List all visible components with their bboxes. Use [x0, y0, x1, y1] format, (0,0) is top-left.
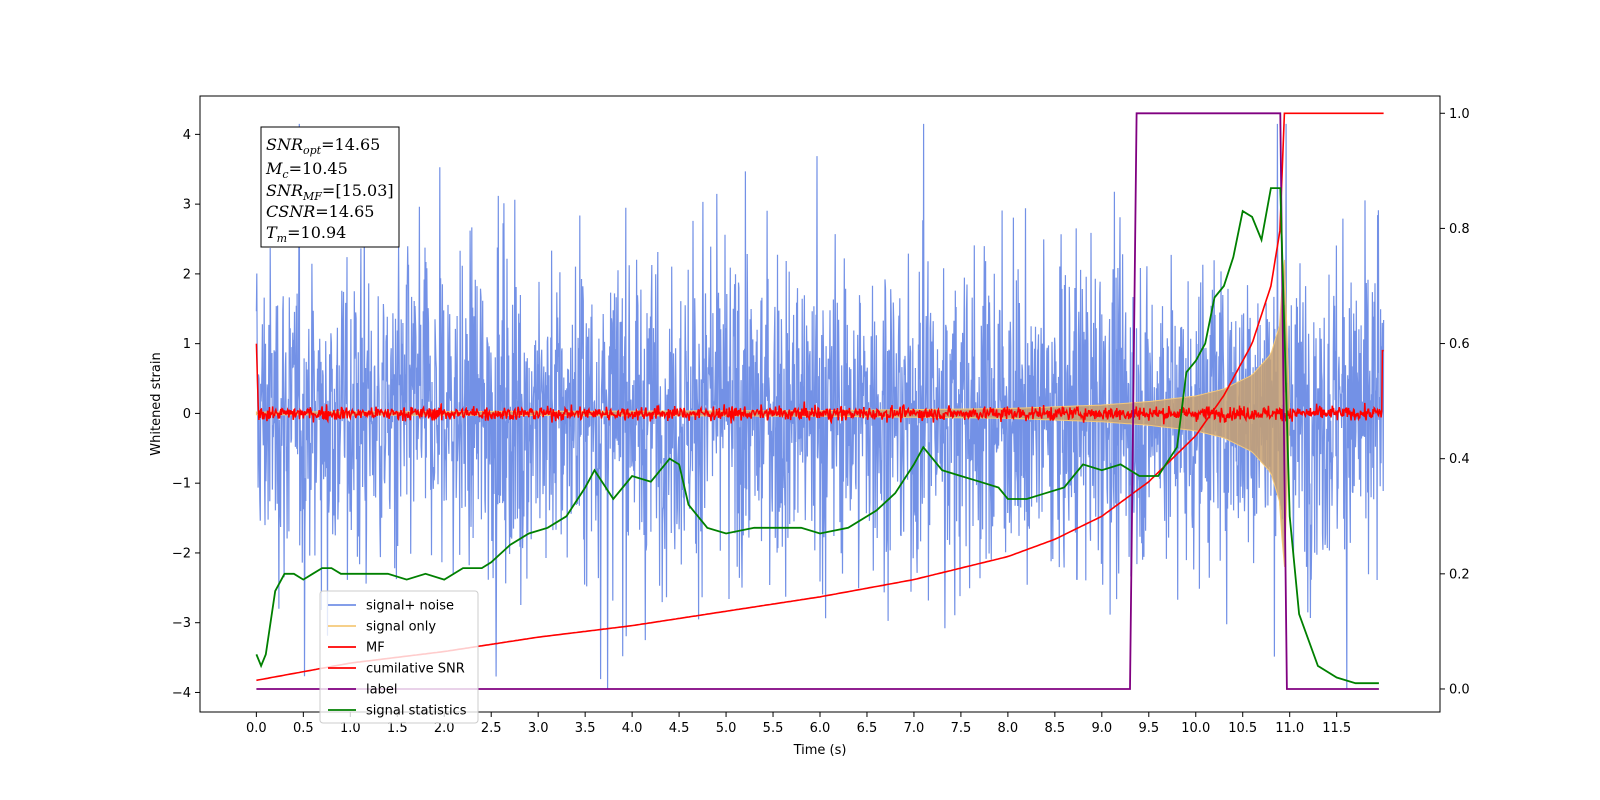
x-tick-label: 4.5: [669, 721, 690, 736]
legend: signal+ noise signal only MF cumilative SNR…: [319, 590, 479, 724]
x-axis-label: Time (s): [793, 743, 847, 758]
y-tick-label-left: −2: [172, 546, 191, 561]
legend-label: MF: [366, 641, 385, 656]
y-tick-label-right: 0.6: [1449, 337, 1470, 352]
y-tick-label-left: −3: [172, 616, 191, 631]
y-tick-label-left: 0: [183, 407, 191, 422]
x-tick-label: 9.0: [1091, 721, 1112, 736]
x-tick-label: 1.5: [387, 721, 408, 736]
anno-tm: Tm=10.94: [266, 223, 346, 245]
y-tick-label-right: 0.2: [1449, 567, 1470, 582]
x-tick-label: 4.0: [622, 721, 643, 736]
x-tick-label: 2.0: [434, 721, 455, 736]
x-tick-label: 0.0: [246, 721, 267, 736]
x-tick-label: 3.5: [575, 721, 596, 736]
y-tick-label-right: 0.0: [1449, 682, 1470, 697]
series-signal-statistics: [255, 187, 1379, 685]
y-tick-label-left: 4: [183, 128, 191, 143]
y-tick-label-left: 2: [183, 267, 191, 282]
y-tick-label-right: 0.4: [1449, 452, 1470, 467]
legend-label: signal statistics: [366, 704, 467, 719]
y-axis-label: Whitened strain: [149, 352, 164, 455]
x-tick-label: 7.5: [951, 721, 972, 736]
x-tick-label: 2.5: [481, 721, 502, 736]
legend-label: label: [366, 683, 397, 698]
x-tick-label: 9.5: [1138, 721, 1159, 736]
x-tick-label: 8.0: [998, 721, 1019, 736]
y-tick-label-left: 3: [183, 198, 191, 213]
x-tick-label: 10.5: [1228, 721, 1257, 736]
x-tick-label: 5.5: [763, 721, 784, 736]
x-tick-label: 11.5: [1322, 721, 1351, 736]
anno-snr-opt: SNRopt=14.65: [266, 135, 380, 157]
legend-label: signal only: [366, 620, 436, 635]
x-tick-label: 1.0: [340, 721, 361, 736]
annotation-box: SNRopt=14.65 Mc=10.45 SNRMF=[15.03] CSNR…: [260, 126, 400, 248]
x-tick-label: 3.0: [528, 721, 549, 736]
y-axis-right: 1.0 0.8 0.6 0.4 0.2 0.0: [1440, 107, 1470, 697]
x-tick-label: 11.0: [1275, 721, 1304, 736]
anno-snr-mf: SNRMF=[15.03]: [266, 181, 394, 203]
anno-csnr: CSNR=14.65: [266, 202, 374, 221]
x-tick-label: 5.0: [716, 721, 737, 736]
x-tick-label: 8.5: [1045, 721, 1066, 736]
x-axis: 0.0 0.5 1.0 1.5 2.0 2.5 3.0 3.5 4.0 4.5 5.0 5.5 6.0 6…: [246, 712, 1351, 736]
legend-label: signal+ noise: [366, 599, 454, 614]
anno-mc: Mc=10.45: [265, 159, 348, 181]
x-tick-label: 10.0: [1181, 721, 1210, 736]
series-label: [256, 112, 1379, 690]
y-tick-label-right: 1.0: [1449, 107, 1470, 122]
y-axis-left: 4 3 2 1 0 −1 −2 −3 −4: [172, 128, 200, 701]
legend-label: cumilative SNR: [366, 662, 465, 677]
y-tick-label-right: 0.8: [1449, 222, 1470, 237]
x-tick-label: 6.0: [810, 721, 831, 736]
x-tick-label: 6.5: [857, 721, 878, 736]
x-tick-label: 0.5: [293, 721, 314, 736]
series-layer: [255, 112, 1385, 690]
y-tick-label-left: −1: [172, 477, 191, 492]
series-mf: [255, 343, 1384, 425]
x-tick-label: 7.0: [904, 721, 925, 736]
y-tick-label-left: 1: [183, 337, 191, 352]
y-tick-label-left: −4: [172, 686, 191, 701]
